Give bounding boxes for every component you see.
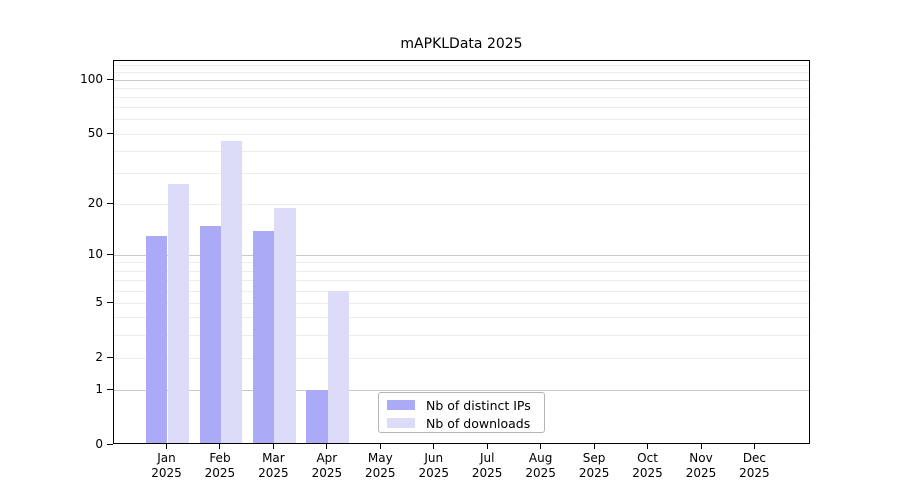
x-tick-label: Jul 2025 bbox=[471, 451, 503, 480]
bar-distinct-ips-feb bbox=[199, 225, 221, 444]
gridline-minor bbox=[114, 302, 809, 304]
x-tick-label: Apr 2025 bbox=[311, 451, 343, 480]
x-tick-mark bbox=[219, 444, 221, 449]
gridline-minor bbox=[114, 150, 809, 152]
gridline-minor bbox=[114, 72, 809, 74]
chart-title: mAPKLData 2025 bbox=[400, 36, 523, 52]
gridline-major bbox=[114, 254, 809, 256]
gridline-minor bbox=[114, 172, 809, 174]
x-tick-mark bbox=[272, 444, 274, 449]
x-tick-mark bbox=[486, 444, 488, 449]
gridline-minor bbox=[114, 133, 809, 135]
gridline-minor bbox=[114, 317, 809, 319]
y-tick-label: 50 bbox=[87, 126, 103, 141]
legend-label-distinct-ips: Nb of distinct IPs bbox=[426, 397, 531, 413]
x-tick-label: Mar 2025 bbox=[258, 451, 289, 480]
gridline-minor bbox=[114, 65, 809, 67]
y-tick-label: 10 bbox=[87, 247, 103, 262]
x-tick-mark bbox=[433, 444, 435, 449]
x-tick-mark bbox=[753, 444, 755, 449]
y-tick-label: 100 bbox=[80, 72, 103, 86]
gridline-minor bbox=[114, 262, 809, 264]
gridline-major bbox=[114, 389, 809, 391]
gridline-minor bbox=[114, 334, 809, 336]
x-tick-label: Jun 2025 bbox=[418, 451, 450, 480]
legend: Nb of distinct IPs Nb of downloads bbox=[378, 392, 545, 433]
x-tick-mark bbox=[326, 444, 328, 449]
x-tick-mark bbox=[700, 444, 702, 449]
bar-downloads-feb bbox=[220, 140, 243, 444]
x-tick-label: Sep 2025 bbox=[578, 451, 610, 480]
y-tick-mark bbox=[107, 356, 113, 358]
legend-item-downloads: Nb of downloads bbox=[379, 415, 544, 431]
x-tick-mark bbox=[379, 444, 381, 449]
x-tick-label: Aug 2025 bbox=[525, 451, 556, 480]
x-tick-mark bbox=[647, 444, 649, 449]
gridline-minor bbox=[114, 119, 809, 121]
x-tick-label: May 2025 bbox=[365, 451, 396, 480]
x-tick-mark bbox=[166, 444, 167, 449]
y-tick-mark bbox=[107, 388, 113, 390]
gridline-minor bbox=[114, 270, 809, 272]
bar-downloads-mar bbox=[274, 208, 296, 444]
x-tick-mark bbox=[593, 444, 595, 449]
x-tick-label: Nov 2025 bbox=[685, 451, 717, 480]
y-tick-label: 20 bbox=[87, 196, 103, 211]
gridline-minor bbox=[114, 87, 809, 89]
legend-swatch-downloads bbox=[387, 418, 415, 428]
bar-downloads-jan bbox=[167, 184, 189, 444]
legend-label-downloads: Nb of downloads bbox=[426, 415, 531, 431]
x-tick-mark bbox=[540, 444, 542, 449]
gridline-minor bbox=[114, 290, 809, 292]
y-tick-mark bbox=[107, 253, 113, 255]
y-tick-label: 0 bbox=[95, 437, 103, 451]
y-tick-mark bbox=[107, 202, 113, 204]
legend-item-distinct-ips: Nb of distinct IPs bbox=[379, 397, 544, 413]
x-tick-label: Jan 2025 bbox=[151, 451, 182, 480]
plot-area bbox=[113, 60, 810, 444]
bar-downloads-apr bbox=[327, 291, 350, 444]
y-tick-mark bbox=[107, 301, 113, 303]
y-tick-mark bbox=[107, 443, 113, 445]
gridline-minor bbox=[114, 203, 809, 205]
gridline-major bbox=[114, 79, 809, 81]
x-tick-label: Feb 2025 bbox=[204, 451, 236, 480]
gridline-minor bbox=[114, 96, 809, 98]
x-tick-label: Dec 2025 bbox=[739, 451, 770, 480]
gridline-minor bbox=[114, 107, 809, 109]
gridline-minor bbox=[114, 280, 809, 282]
x-tick-label: Oct 2025 bbox=[632, 451, 663, 480]
y-tick-mark bbox=[107, 78, 113, 80]
y-tick-label: 5 bbox=[95, 295, 103, 310]
legend-swatch-distinct-ips bbox=[387, 400, 415, 410]
y-tick-label: 1 bbox=[95, 382, 103, 397]
y-tick-mark bbox=[107, 132, 113, 134]
bar-distinct-ips-jan bbox=[146, 236, 168, 444]
bar-distinct-ips-mar bbox=[253, 230, 275, 444]
gridline-minor bbox=[114, 357, 809, 359]
bar-distinct-ips-apr bbox=[306, 390, 328, 444]
y-tick-label: 2 bbox=[95, 350, 103, 365]
